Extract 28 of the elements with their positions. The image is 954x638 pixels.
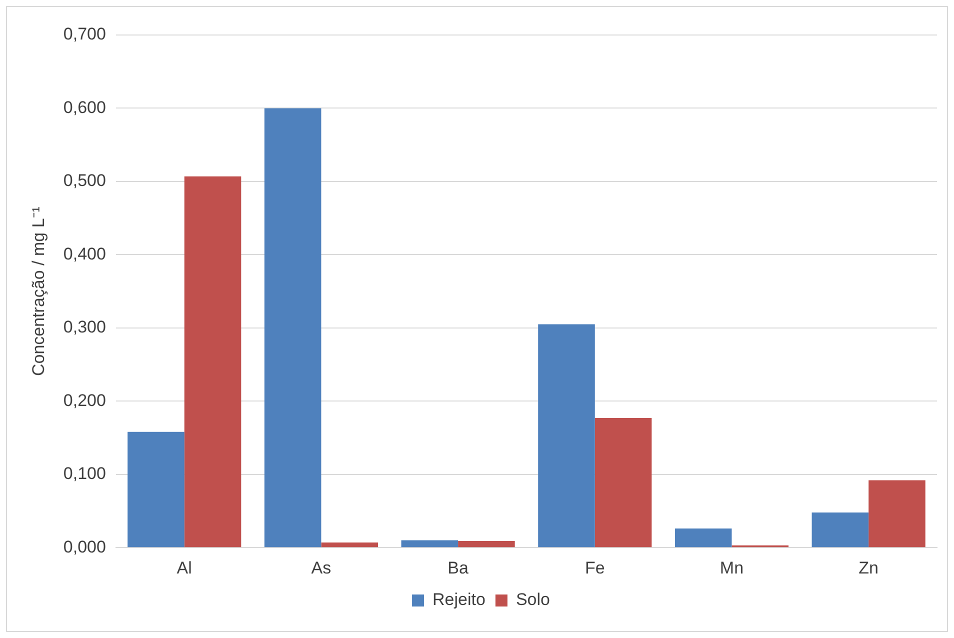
y-tick-label: 0,400	[63, 244, 106, 264]
legend-label: Rejeito	[432, 590, 486, 610]
bar	[401, 540, 458, 548]
y-tick-label: 0,100	[63, 464, 106, 484]
bar	[538, 324, 595, 548]
bar	[128, 432, 184, 548]
x-tick-label: Ba	[448, 558, 469, 578]
y-axis-title: Concentração / mg L⁻¹	[28, 206, 48, 376]
bar	[868, 480, 926, 548]
legend-label: Solo	[516, 590, 550, 610]
y-tick-label: 0,000	[63, 537, 106, 556]
x-tick-label: Fe	[584, 558, 605, 578]
x-tick-label: Zn	[858, 558, 878, 578]
y-tick-label: 0,200	[63, 390, 106, 410]
bar	[594, 418, 652, 548]
bar	[812, 512, 869, 548]
y-tick-label: 0,600	[63, 98, 106, 117]
x-tick-label: Al	[176, 558, 192, 578]
x-tick-label: Mn	[720, 558, 744, 578]
bar	[458, 541, 515, 548]
y-tick-label: 0,700	[63, 24, 106, 44]
bar	[264, 108, 322, 548]
y-tick-label: 0,500	[63, 171, 106, 190]
bar	[674, 528, 732, 548]
bar	[184, 176, 242, 548]
y-tick-label: 0,300	[63, 318, 106, 337]
x-tick-label: As	[311, 558, 332, 578]
bar	[321, 542, 378, 548]
